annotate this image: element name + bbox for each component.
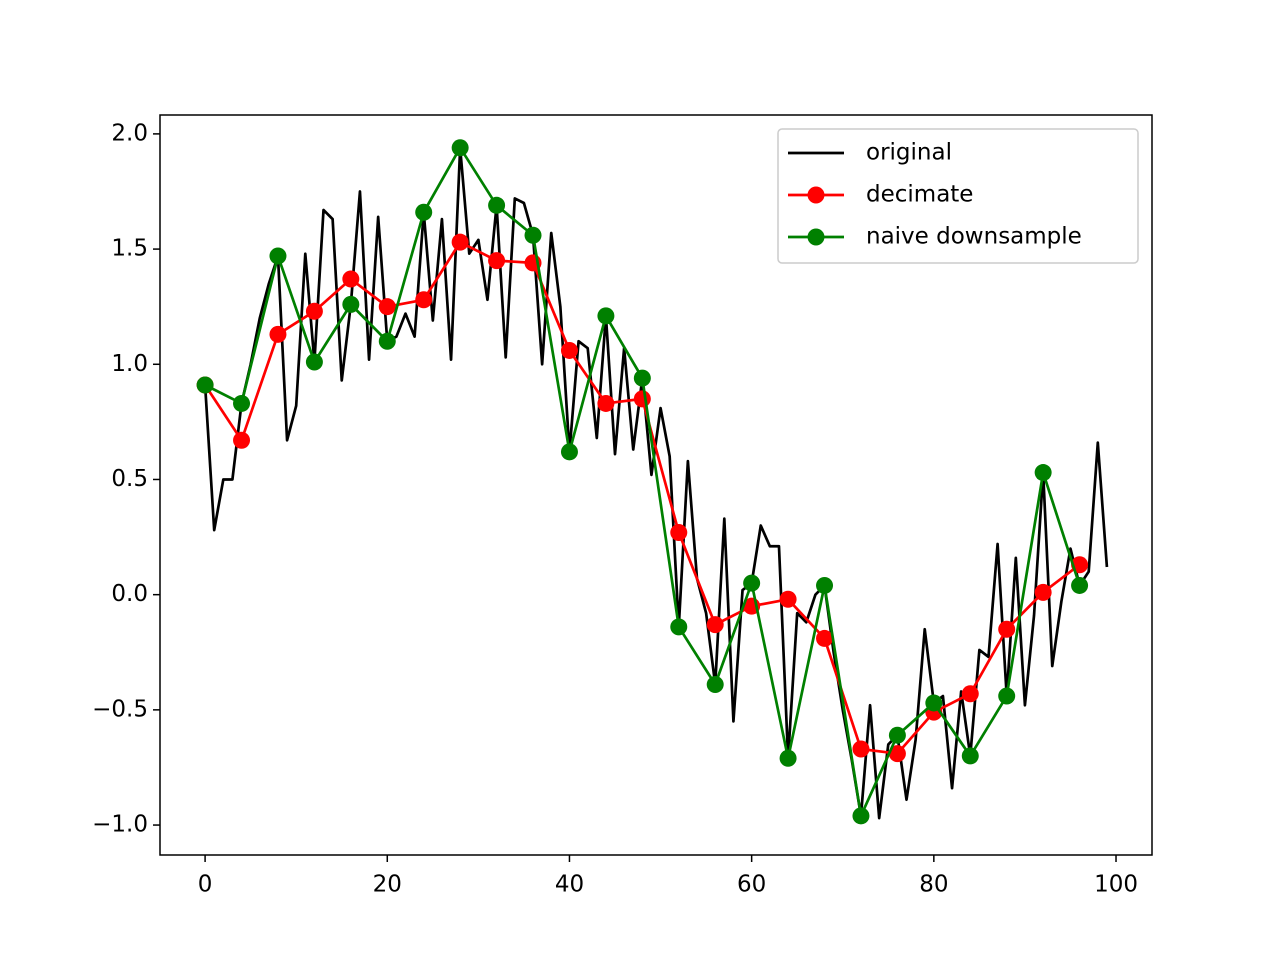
y-tick-label: 1.0 (111, 351, 148, 377)
legend-label: decimate (866, 182, 973, 208)
x-tick-label: 100 (1094, 872, 1138, 898)
data-point (998, 620, 1016, 638)
data-point (488, 252, 506, 270)
x-tick-label: 80 (919, 872, 948, 898)
data-point (779, 749, 797, 767)
y-tick-label: 2.0 (111, 120, 148, 146)
x-tick-label: 40 (555, 872, 584, 898)
data-point (305, 353, 323, 371)
data-point (488, 196, 506, 214)
y-tick-label: −1.0 (92, 812, 148, 838)
data-point (233, 394, 251, 412)
data-point (196, 376, 214, 394)
data-point (670, 618, 688, 636)
data-point (852, 740, 870, 758)
data-point (342, 295, 360, 313)
data-point (451, 233, 469, 251)
x-tick-label: 60 (737, 872, 766, 898)
axes-frame (159, 114, 1153, 856)
data-point (961, 685, 979, 703)
data-point (961, 747, 979, 765)
x-tick-label: 0 (198, 872, 213, 898)
data-point (233, 431, 251, 449)
data-point (597, 307, 615, 325)
data-point (670, 523, 688, 541)
data-point (852, 807, 870, 825)
y-tick-label: 0.0 (111, 581, 148, 607)
data-point (560, 341, 578, 359)
data-point (415, 203, 433, 221)
data-point (633, 390, 651, 408)
data-point (415, 291, 433, 309)
data-point (597, 394, 615, 412)
x-tick-label: 20 (373, 872, 402, 898)
legend-box (777, 128, 1139, 264)
data-point (378, 332, 396, 350)
data-point (925, 694, 943, 712)
data-point (451, 139, 469, 157)
data-point (706, 616, 724, 634)
data-point (342, 270, 360, 288)
data-point (706, 676, 724, 694)
data-point (816, 576, 834, 594)
data-point (560, 443, 578, 461)
legend-marker (807, 186, 825, 204)
data-point (888, 745, 906, 763)
data-point (269, 247, 287, 265)
y-tick-label: −0.5 (92, 696, 148, 722)
data-point (269, 325, 287, 343)
data-point (1071, 576, 1089, 594)
data-point (305, 302, 323, 320)
legend-marker (807, 228, 825, 246)
data-point (816, 629, 834, 647)
data-point (743, 574, 761, 592)
data-point (779, 590, 797, 608)
legend-label: original (866, 140, 952, 166)
data-point (378, 298, 396, 316)
series-line (203, 146, 1109, 820)
legend-label: naive downsample (866, 224, 1082, 250)
y-tick-label: 0.5 (111, 466, 148, 492)
y-tick-label: 1.5 (111, 236, 148, 262)
data-point (1034, 464, 1052, 482)
data-point (633, 369, 651, 387)
data-point (1034, 583, 1052, 601)
data-point (998, 687, 1016, 705)
data-point (524, 226, 542, 244)
data-point (888, 726, 906, 744)
